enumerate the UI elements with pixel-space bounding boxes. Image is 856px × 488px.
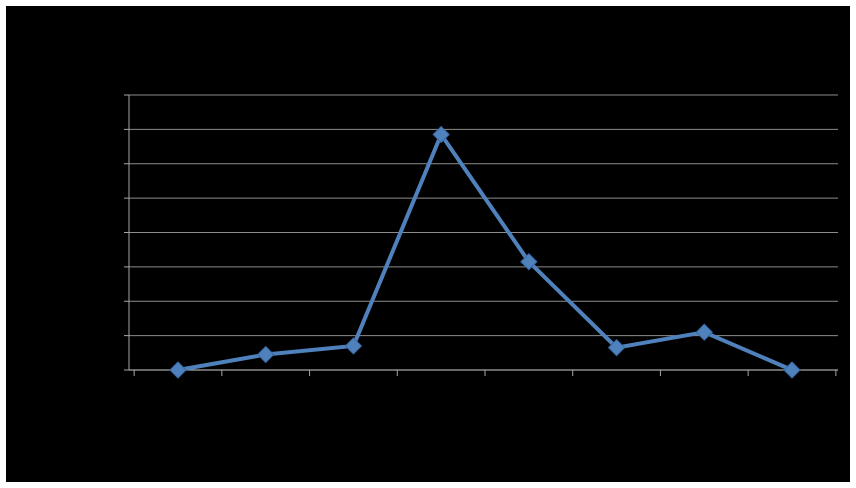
gridlines (129, 94, 838, 337)
data-point-marker (169, 361, 187, 379)
data-point-marker (607, 338, 626, 357)
chart-frame (6, 6, 850, 482)
data-point-marker (344, 337, 363, 355)
series-layer (169, 125, 801, 379)
data-point-marker (695, 323, 713, 341)
axes (124, 94, 838, 376)
data-point-marker (520, 253, 538, 271)
series-line (176, 132, 794, 372)
data-point-marker (783, 361, 801, 379)
line-chart (124, 94, 838, 379)
data-point-marker (257, 345, 275, 364)
data-point-marker (432, 125, 450, 144)
